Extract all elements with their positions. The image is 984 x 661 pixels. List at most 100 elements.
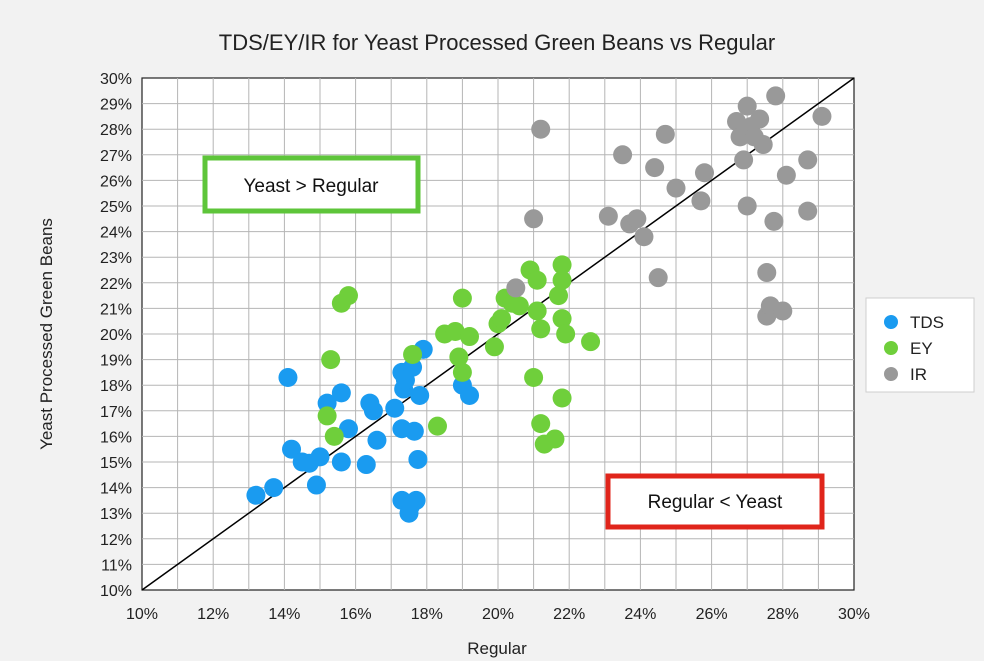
y-axis-ticks: 10% 11% 12% 13% 14% 15% 16% 17% 18% 19% 20% 21% 22% 2… (100, 71, 132, 600)
data-point-ir (613, 145, 633, 165)
data-point-ey (452, 362, 472, 382)
data-point-tds (363, 401, 383, 421)
data-point-tds (331, 452, 351, 472)
data-point-tds (246, 485, 266, 505)
data-point-tds (408, 449, 428, 469)
data-point-tds (385, 398, 405, 418)
data-point-ir (666, 178, 686, 198)
x-tick-label: 20% (482, 606, 514, 623)
y-tick-label: 18% (100, 378, 132, 395)
x-tick-label: 24% (624, 606, 656, 623)
data-point-ey (531, 319, 551, 339)
data-point-ey (524, 368, 544, 388)
y-tick-label: 20% (100, 327, 132, 344)
annotation-regular-less: Regular < Yeast (605, 473, 825, 530)
data-point-ey (552, 388, 572, 408)
data-point-ey (531, 414, 551, 434)
data-point-ir (757, 263, 777, 283)
data-point-ir (737, 96, 757, 116)
data-point-tds (331, 383, 351, 403)
data-point-ir (648, 268, 668, 288)
data-point-ir (753, 135, 773, 155)
y-tick-label: 15% (100, 455, 132, 472)
data-point-tds (410, 385, 430, 405)
y-tick-label: 29% (100, 97, 132, 114)
x-tick-label: 26% (696, 606, 728, 623)
y-tick-label: 13% (100, 506, 132, 523)
data-point-ey (403, 344, 423, 364)
annotation-yeast-greater-box (202, 155, 421, 214)
data-point-tds (282, 439, 302, 459)
x-tick-label: 28% (767, 606, 799, 623)
data-point-ey (549, 286, 569, 306)
annotation-yeast-greater-text: Yeast > Regular (243, 176, 379, 197)
legend-marker-ey (884, 341, 898, 355)
y-tick-label: 12% (100, 532, 132, 549)
x-tick-label: 12% (197, 606, 229, 623)
data-point-ey (527, 301, 547, 321)
legend-marker-ir (884, 367, 898, 381)
data-point-ir (798, 201, 818, 221)
data-point-ir (750, 109, 770, 129)
data-point-tds (404, 421, 424, 441)
data-point-tds (264, 478, 284, 498)
x-tick-label: 16% (340, 606, 372, 623)
x-tick-label: 18% (411, 606, 443, 623)
x-axis-ticks: 10% 12% 14% 16% 18% 20% 22% 24% 26% 28% 30% (126, 606, 870, 623)
legend-box (865, 297, 975, 393)
data-point-ey (484, 337, 504, 357)
y-tick-label: 27% (100, 148, 132, 165)
data-point-tds (338, 419, 358, 439)
data-point-tds (367, 430, 387, 450)
data-point-ey (527, 270, 547, 290)
data-point-ir (737, 196, 757, 216)
data-point-ey (552, 309, 572, 329)
data-point-tds (310, 447, 330, 467)
data-point-ir (694, 163, 714, 183)
data-point-ey (581, 332, 601, 352)
y-tick-label: 21% (100, 301, 132, 318)
data-point-ir (734, 150, 754, 170)
legend-label-tds: TDS (910, 313, 944, 332)
data-point-ir (627, 209, 647, 229)
legend: TDS EY IR (865, 297, 975, 393)
y-tick-label: 19% (100, 353, 132, 370)
data-point-ey (452, 288, 472, 308)
data-point-ir (655, 124, 675, 144)
data-point-tds (406, 490, 426, 510)
y-tick-label: 24% (100, 225, 132, 242)
y-tick-label: 28% (100, 122, 132, 139)
data-points (246, 86, 832, 523)
data-point-ey (552, 270, 572, 290)
data-point-ey (460, 327, 480, 347)
y-tick-label: 26% (100, 173, 132, 190)
data-point-ir (506, 278, 526, 298)
data-point-ey (338, 286, 358, 306)
data-point-ir (773, 301, 793, 321)
x-axis-title: Regular (467, 639, 527, 658)
y-tick-label: 14% (100, 481, 132, 498)
annotation-regular-less-text: Regular < Yeast (648, 492, 783, 513)
data-point-ey (545, 429, 565, 449)
annotation-regular-less-box (605, 473, 825, 530)
y-tick-label: 11% (101, 557, 132, 574)
x-tick-label: 22% (553, 606, 585, 623)
data-point-ir (524, 209, 544, 229)
data-point-ey (552, 255, 572, 275)
y-tick-label: 17% (100, 404, 132, 421)
x-tick-label: 30% (838, 606, 870, 623)
x-tick-label: 10% (126, 606, 158, 623)
data-point-ir (812, 106, 832, 126)
data-point-ir (798, 150, 818, 170)
legend-label-ir: IR (910, 365, 927, 384)
chart-title: TDS/EY/IR for Yeast Processed Green Bean… (219, 30, 775, 55)
data-point-ey (556, 324, 576, 344)
legend-marker-tds (884, 315, 898, 329)
y-tick-label: 30% (100, 71, 132, 88)
data-point-ir (691, 191, 711, 211)
annotation-yeast-greater: Yeast > Regular (202, 155, 421, 214)
y-axis-title: Yeast Processed Green Beans (37, 218, 56, 450)
y-tick-label: 22% (100, 276, 132, 293)
data-point-tds (460, 385, 480, 405)
